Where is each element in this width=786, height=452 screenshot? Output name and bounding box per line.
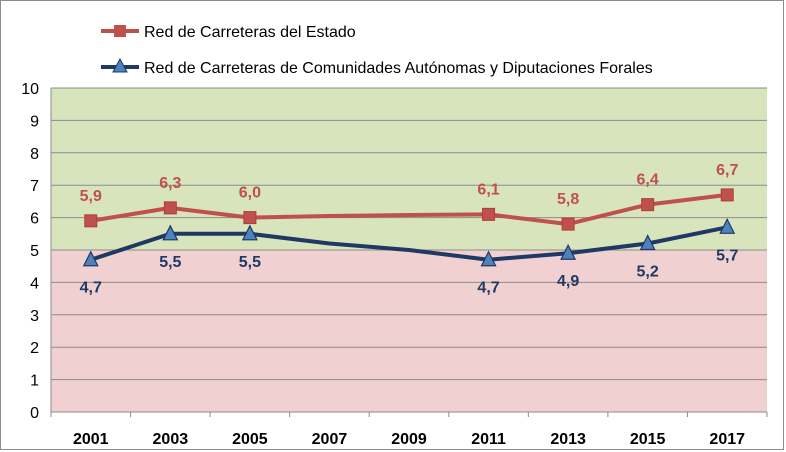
x-tick-label: 2005: [232, 431, 268, 448]
point-marker-square: [720, 188, 734, 202]
legend: Red de Carreteras del Estado Red de Carr…: [101, 24, 653, 77]
legend-label-estado: Red de Carreteras del Estado: [144, 24, 356, 41]
point-marker-triangle: [241, 224, 258, 241]
data-label: 6,4: [637, 172, 659, 189]
y-tick-label: 5: [30, 243, 39, 260]
legend-entry-estado: Red de Carreteras del Estado: [101, 24, 356, 41]
data-label: 6,0: [239, 185, 261, 202]
data-label: 5,8: [557, 191, 579, 208]
data-label: 5,5: [239, 254, 261, 271]
data-label: 5,7: [716, 247, 738, 264]
data-label: 6,3: [159, 175, 181, 192]
point-marker-triangle: [480, 250, 497, 267]
legend-marker-triangle: [112, 57, 128, 73]
data-labels: 5,9 6,3 6,0 6,1 5,8 6,4 6,7 4,7 5,5 5,5 4,7 4,9 5,2 5…: [80, 162, 739, 297]
y-tick-label: 2: [30, 340, 39, 357]
gridlines: [51, 87, 767, 413]
y-tick-label: 1: [30, 373, 39, 390]
data-label: 5,9: [80, 188, 102, 205]
background-bands: [51, 88, 767, 412]
point-marker-square: [243, 211, 257, 225]
legend-entry-ccaa: Red de Carreteras de Comunidades Autónom…: [101, 57, 653, 77]
y-tick-label: 10: [21, 81, 39, 98]
y-tick-label: 7: [30, 178, 39, 195]
legend-label-ccaa: Red de Carreteras de Comunidades Autónom…: [144, 60, 653, 77]
band-1: [51, 250, 767, 412]
data-label: 4,7: [477, 280, 499, 297]
y-tick-label: 8: [30, 146, 39, 163]
series-group: [82, 188, 736, 267]
y-tick-label: 0: [30, 405, 39, 422]
x-tick-label: 2009: [391, 431, 427, 448]
x-axis-ticks: 2001 2003 2005 2007 2009 2011 2013 2015 2017: [73, 431, 745, 448]
y-axis-ticks: 0 1 2 3 4 5 6 7 8 9 10: [21, 81, 39, 422]
y-tick-label: 4: [30, 275, 39, 292]
data-label: 5,2: [637, 264, 659, 281]
x-tick-label: 2017: [709, 431, 745, 448]
y-tick-label: 6: [30, 211, 39, 228]
x-tick-label: 2003: [153, 431, 189, 448]
data-label: 4,7: [80, 280, 102, 297]
y-tick-label: 9: [30, 113, 39, 130]
x-tick-label: 2011: [471, 431, 506, 448]
data-label: 4,9: [557, 273, 579, 290]
axes: [50, 88, 768, 417]
data-label: 5,5: [159, 254, 181, 271]
x-tick-label: 2015: [630, 431, 666, 448]
legend-marker-square: [114, 25, 126, 37]
point-marker-square: [641, 198, 655, 212]
point-marker-square: [84, 214, 98, 228]
data-label: 6,7: [716, 162, 738, 179]
x-tick-label: 2007: [312, 431, 348, 448]
point-marker-triangle: [719, 217, 736, 234]
point-marker-triangle: [639, 234, 656, 251]
data-label: 6,1: [477, 181, 499, 198]
point-marker-square: [482, 207, 496, 221]
point-marker-square: [163, 201, 177, 215]
series-line-1: [90, 225, 728, 262]
x-tick-label: 2013: [550, 431, 586, 448]
point-marker-square: [561, 217, 575, 231]
band-0: [51, 88, 767, 250]
series-line-0: [90, 192, 728, 227]
x-tick-label: 2001: [73, 431, 109, 448]
point-marker-triangle: [82, 250, 99, 267]
point-marker-triangle: [560, 243, 577, 260]
y-tick-label: 3: [30, 308, 39, 325]
point-marker-triangle: [162, 224, 179, 241]
